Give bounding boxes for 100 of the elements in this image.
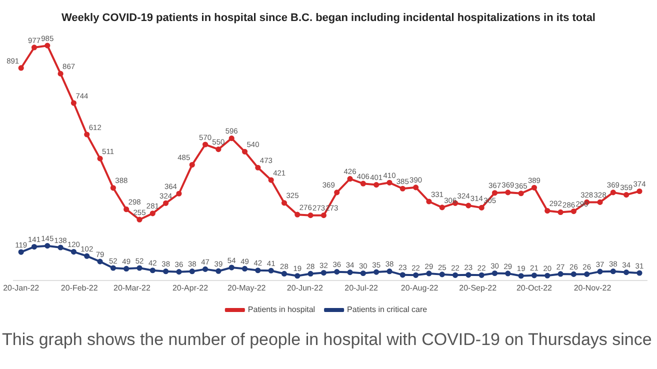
point — [426, 270, 432, 276]
point — [70, 100, 77, 106]
point — [281, 200, 288, 206]
point — [518, 273, 524, 279]
point — [426, 198, 432, 204]
point — [334, 269, 340, 275]
point — [360, 270, 366, 276]
point — [150, 268, 156, 274]
point — [110, 265, 116, 271]
point — [228, 264, 234, 270]
point — [58, 244, 64, 250]
point — [374, 269, 380, 275]
x-tick-label: 20-Jun-22 — [286, 283, 324, 292]
point — [281, 270, 288, 277]
point — [478, 204, 484, 210]
legend-label: Patients in hospital — [248, 305, 316, 314]
point — [189, 268, 195, 274]
point — [400, 272, 406, 278]
point — [636, 188, 642, 194]
point — [360, 180, 366, 186]
point — [97, 156, 103, 162]
point — [189, 162, 195, 168]
point — [505, 270, 511, 276]
x-tick-label: 20-Oct-22 — [516, 283, 553, 292]
point — [163, 268, 169, 274]
point — [124, 206, 130, 212]
point — [320, 212, 327, 218]
point — [84, 132, 90, 138]
point — [163, 200, 169, 206]
point — [374, 182, 380, 188]
point — [202, 142, 208, 148]
x-tick-label: 20-Jul-22 — [344, 283, 379, 292]
point — [228, 136, 234, 142]
point — [255, 268, 261, 274]
point — [268, 268, 274, 274]
x-tick-label: 20-Apr-22 — [172, 283, 209, 292]
point — [202, 266, 208, 272]
point — [466, 272, 472, 278]
point — [452, 272, 458, 278]
point — [347, 176, 353, 182]
x-tick-label: 20-Sep-22 — [459, 283, 498, 292]
point — [97, 258, 103, 264]
point — [242, 148, 248, 154]
point — [255, 164, 261, 170]
point — [31, 44, 38, 50]
point — [124, 266, 130, 272]
point — [584, 271, 590, 277]
point — [492, 190, 498, 196]
x-tick-label: 20-Mar-22 — [114, 283, 151, 292]
point — [294, 212, 300, 218]
point — [58, 70, 64, 77]
point — [44, 42, 50, 48]
point — [294, 273, 300, 279]
point — [544, 272, 550, 278]
point — [439, 204, 445, 210]
point — [31, 244, 38, 250]
point — [242, 266, 248, 272]
point — [176, 190, 182, 196]
point — [84, 253, 90, 259]
point — [70, 248, 77, 255]
point — [610, 268, 616, 274]
point — [624, 269, 630, 276]
point — [518, 190, 524, 196]
point — [597, 199, 603, 206]
point — [466, 202, 472, 208]
legend-label: Patients in critical care — [347, 305, 428, 314]
point — [400, 186, 406, 192]
point — [44, 243, 50, 249]
x-tick-label: 20-Feb-22 — [60, 283, 98, 292]
point — [347, 269, 353, 276]
point — [216, 146, 222, 152]
point — [268, 177, 274, 183]
point — [413, 184, 419, 190]
point — [570, 208, 576, 214]
point — [492, 270, 498, 276]
point — [386, 180, 392, 186]
point — [413, 272, 419, 278]
point — [531, 184, 538, 190]
point — [544, 208, 550, 214]
point — [308, 270, 314, 277]
point — [597, 268, 603, 274]
point — [18, 65, 24, 71]
point — [531, 272, 538, 278]
x-tick-label: 20-Nov-22 — [574, 283, 612, 292]
point — [558, 209, 564, 216]
point — [136, 265, 142, 271]
point — [610, 190, 616, 196]
point — [386, 268, 392, 274]
point — [478, 272, 484, 278]
point — [505, 190, 511, 196]
point — [334, 190, 340, 196]
x-tick-label: 20-May-22 — [228, 283, 266, 292]
point — [624, 192, 630, 198]
x-tick-label: 20-Aug-22 — [400, 283, 439, 292]
point — [570, 271, 576, 277]
point — [110, 185, 116, 191]
point — [176, 269, 182, 275]
point — [636, 270, 642, 276]
point — [558, 271, 564, 277]
point — [308, 212, 314, 218]
